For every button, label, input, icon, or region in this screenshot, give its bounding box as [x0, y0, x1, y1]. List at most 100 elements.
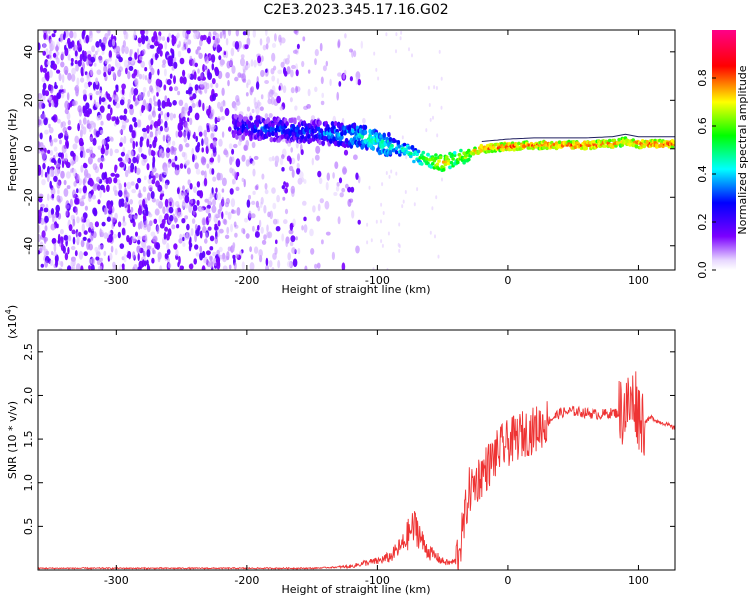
spectrogram-cell: [280, 61, 285, 68]
spectrogram-cell: [182, 185, 185, 191]
spectrogram-cell: [167, 161, 171, 168]
spectrogram-marks: [38, 30, 675, 270]
spectrogram-cell: [186, 167, 191, 175]
spectrogram-cell: [44, 225, 48, 232]
spectrogram-cell: [81, 195, 86, 200]
spectrogram-cell: [216, 260, 221, 270]
spectrogram-cell: [148, 213, 153, 218]
spectrogram-cell: [137, 192, 143, 199]
spectrogram-cell: [217, 220, 221, 227]
spectrogram-cell: [146, 102, 150, 111]
spectrogram-cell: [287, 252, 292, 261]
spectrogram-cell: [67, 72, 72, 81]
spectrogram-cell: [141, 104, 144, 114]
spectrogram-cell: [186, 188, 190, 193]
spectrogram-cell: [429, 165, 434, 169]
spectrogram-cell: [56, 195, 61, 202]
spectrogram-cell: [142, 131, 148, 140]
spectrogram-cell: [211, 78, 216, 85]
snr-scale-label: (x104): [4, 305, 19, 339]
spectrogram-cell: [192, 204, 198, 212]
spectrogram-cell: [344, 33, 347, 39]
spectrogram-cell: [108, 39, 113, 48]
spectrogram-cell: [141, 36, 146, 45]
spectrogram-cell: [207, 212, 212, 222]
spectrogram-cell: [410, 145, 415, 150]
spectrogram-cell: [448, 165, 452, 170]
spectrogram-cell: [178, 40, 181, 48]
spectrogram-cell: [64, 100, 70, 110]
spectrogram-cell: [53, 146, 58, 152]
snr-frame: [37, 329, 676, 571]
spectrogram-cell: [355, 245, 360, 254]
spectrogram-cell: [463, 153, 468, 158]
spectrogram-cell: [229, 188, 234, 195]
spectrogram-cell: [388, 149, 393, 156]
spectrogram-cell: [296, 162, 300, 169]
spectrogram-cell: [97, 145, 102, 150]
spectrogram-cell: [204, 56, 210, 64]
spectrogram-cell: [223, 51, 227, 56]
spectrogram-cell: [385, 171, 388, 175]
spectrogram-cell: [345, 183, 349, 189]
spectrogram-cell: [90, 67, 94, 77]
spectrogram-cell: [54, 167, 60, 177]
spectrogram-cell: [284, 208, 289, 215]
spectrogram-cell: [236, 121, 241, 127]
spectrogram-cell: [154, 172, 159, 179]
spectrogram-cell: [38, 209, 42, 219]
spectrogram-cell: [143, 250, 147, 259]
spectrogram-cell: [178, 99, 184, 107]
spectrogram-cell: [42, 30, 48, 35]
spectrogram-cell: [193, 186, 197, 193]
spectrogram-cell: [78, 231, 82, 238]
spectrogram-cell: [210, 82, 213, 88]
spectrogram-cell: [156, 91, 159, 97]
spectrogram-cell: [171, 224, 176, 230]
spectrogram-cell: [64, 44, 67, 51]
spectrogram-cell: [56, 69, 61, 74]
spectrogram-cell: [209, 112, 214, 120]
spectrogram-cell: [73, 181, 77, 187]
spectrogram-cell: [227, 246, 231, 252]
spectrogram-cell: [209, 235, 215, 242]
spectrogram-cell: [141, 259, 145, 267]
spectrogram-cell: [235, 158, 241, 168]
spectrogram-cell: [146, 138, 150, 148]
y-tick-label: 2.0: [22, 387, 35, 405]
spectrogram-cell: [307, 88, 311, 97]
spectrogram-cell: [52, 52, 57, 58]
spectrogram-cell: [59, 35, 63, 43]
spectrogram-cell: [264, 183, 268, 190]
spectrogram-cell: [205, 141, 209, 147]
spectrogram-cell: [137, 239, 141, 245]
colorbar-gradient: [712, 30, 736, 270]
spectrogram-cell: [218, 246, 223, 253]
spectrogram-cell: [76, 216, 80, 224]
spectrogram-cell: [59, 229, 64, 235]
spectrogram-cell: [212, 35, 216, 41]
spectrogram-cell: [152, 247, 155, 255]
spectrogram-cell: [592, 142, 596, 147]
spectrogram-cell: [184, 195, 190, 204]
spectrogram-cell: [296, 115, 301, 121]
spectrogram-cell: [310, 248, 315, 255]
spectrogram-cell: [159, 194, 163, 201]
spectrogram-cell: [72, 236, 76, 245]
spectrogram-cell: [51, 33, 56, 38]
spectrogram-cell: [179, 163, 184, 169]
spectrogram-cell: [76, 235, 80, 243]
spectrogram-cell: [53, 175, 58, 182]
spectrogram-cell: [230, 223, 233, 233]
y-tick-label: 0: [22, 145, 35, 152]
spectrogram-cell: [86, 59, 90, 66]
spectrogram-cell: [268, 260, 273, 268]
spectrogram-cell: [38, 119, 42, 126]
spectrogram-cell: [186, 231, 191, 240]
spectrogram-cell: [280, 134, 285, 140]
spectrogram-cell: [127, 149, 131, 156]
spectrogram-cell: [125, 31, 129, 40]
spectrogram-cell: [273, 92, 278, 97]
spectrogram-cell: [357, 78, 362, 86]
spectrogram-cell: [271, 267, 275, 270]
